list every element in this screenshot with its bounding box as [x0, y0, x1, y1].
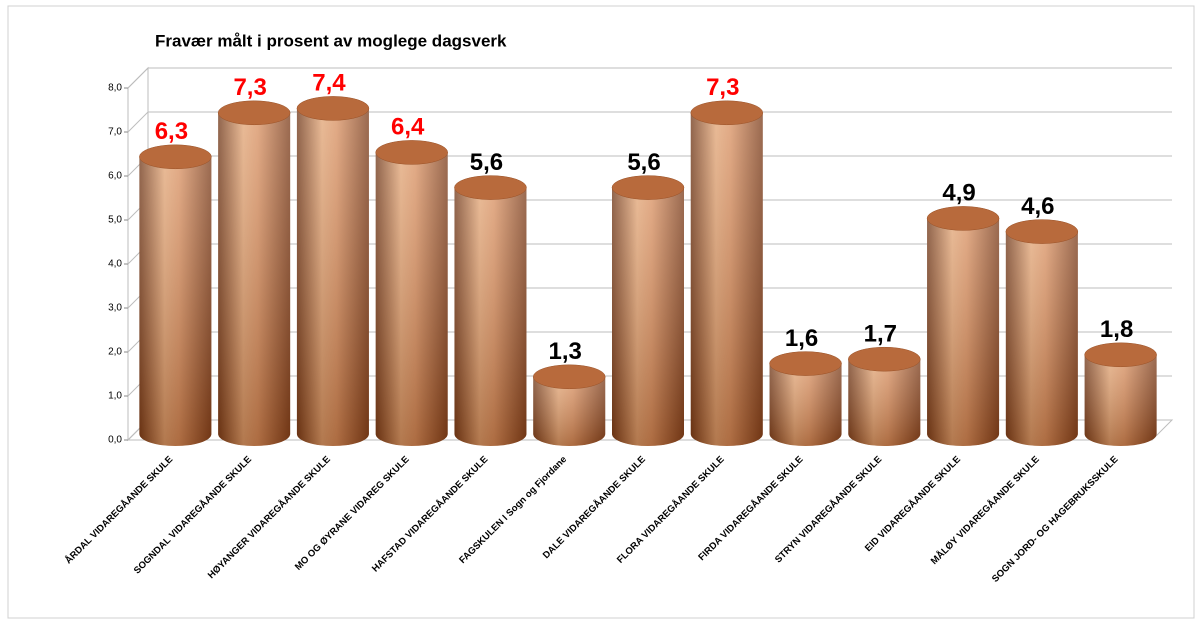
bars: 6,3 7,3 7,4 6,4 5,6 1,3 5,6 7,3 1,6 1,7 4,9 4,6 1,8 — [139, 70, 1157, 447]
value-label: 7,4 — [312, 70, 346, 97]
value-label: 7,3 — [706, 74, 739, 101]
bar-shade — [769, 363, 842, 446]
bar-shade — [533, 376, 606, 446]
value-label: 6,3 — [155, 118, 188, 145]
value-label: 7,3 — [233, 74, 266, 101]
y-tick-label: 5,0 — [108, 215, 122, 226]
bar-shade — [612, 187, 684, 446]
grid-line — [127, 111, 1172, 133]
y-tick-label: 4,0 — [108, 259, 122, 270]
value-label: 5,6 — [470, 149, 503, 176]
bar-top — [532, 364, 606, 390]
value-label: 4,6 — [1021, 193, 1054, 220]
y-tick-label: 3,0 — [108, 303, 122, 314]
bar-top — [926, 206, 1000, 231]
bar-top — [454, 175, 527, 200]
bar-top — [769, 351, 842, 376]
bar-shade — [927, 218, 1000, 446]
bar-shade — [139, 156, 212, 446]
bar-shade — [1084, 354, 1157, 446]
bar-shade — [690, 112, 763, 447]
bar-shade — [848, 359, 921, 446]
value-label: 1,3 — [549, 338, 582, 365]
bar-top — [611, 175, 685, 200]
y-tick-label: 7,0 — [108, 127, 122, 138]
chart-title: Fravær målt i prosent av moglege dagsver… — [155, 31, 507, 50]
value-label: 1,7 — [864, 321, 897, 348]
bar-top — [1084, 342, 1157, 368]
bar-top — [1005, 219, 1079, 244]
bar-top — [296, 96, 370, 121]
y-tick-label: 6,0 — [108, 171, 122, 182]
value-label: 1,8 — [1100, 316, 1133, 343]
bar-top — [375, 140, 448, 165]
bar-shade — [454, 187, 527, 446]
bar-shade — [375, 152, 448, 446]
bar-top — [848, 346, 921, 372]
value-label: 1,6 — [785, 325, 818, 352]
y-tick-label: 1,0 — [108, 391, 122, 402]
y-tick-label: 2,0 — [108, 347, 122, 358]
y-tick-label: 8,0 — [108, 83, 122, 94]
bar-top — [217, 100, 291, 126]
grid-line — [127, 67, 1172, 89]
value-label: 6,4 — [391, 114, 425, 141]
bar-top — [690, 100, 764, 126]
y-tick-label: 0,0 — [108, 435, 122, 446]
value-label: 4,9 — [942, 180, 975, 207]
bar-shade — [218, 112, 291, 447]
value-label: 5,6 — [627, 149, 660, 176]
bar-shade — [296, 108, 369, 447]
bar-top — [139, 144, 212, 170]
bar-shade — [1005, 231, 1078, 446]
